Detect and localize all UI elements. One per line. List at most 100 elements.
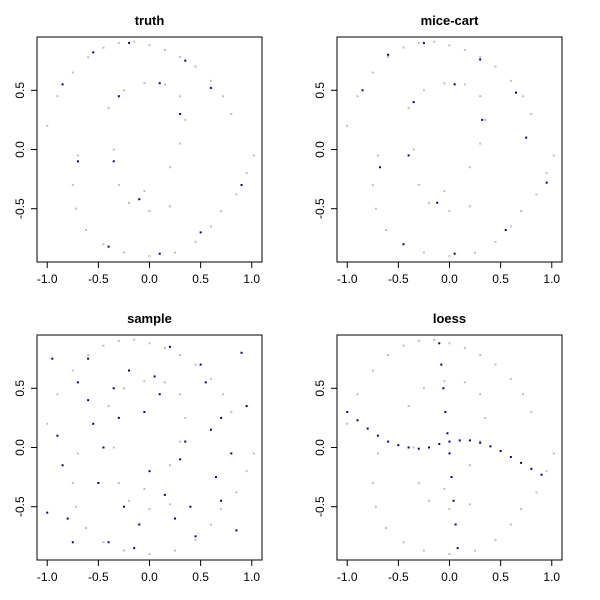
imputed-point bbox=[128, 369, 131, 372]
x-tick-label: 0.0 bbox=[441, 570, 458, 584]
imputed-point bbox=[214, 476, 217, 479]
observed-point bbox=[220, 210, 223, 213]
observed-point bbox=[194, 538, 197, 541]
series-observed bbox=[346, 40, 555, 258]
imputed-point bbox=[117, 95, 120, 98]
observed-point bbox=[494, 240, 497, 243]
observed-point bbox=[371, 369, 374, 372]
observed-point bbox=[71, 369, 74, 372]
observed-point bbox=[148, 508, 151, 511]
observed-point bbox=[230, 410, 233, 413]
observed-point bbox=[117, 482, 120, 485]
observed-point bbox=[371, 482, 374, 485]
observed-point bbox=[71, 482, 74, 485]
observed-point bbox=[346, 124, 349, 127]
x-tick-label: 1.0 bbox=[543, 272, 560, 286]
imputed-point bbox=[122, 505, 125, 508]
x-tick-label: 0.5 bbox=[492, 272, 509, 286]
observed-point bbox=[87, 56, 90, 59]
observed-point bbox=[474, 549, 477, 552]
panel-title: mice-cart bbox=[421, 13, 479, 28]
plot-frame bbox=[36, 334, 263, 561]
imputed-point bbox=[174, 517, 177, 520]
imputed-point bbox=[458, 439, 461, 442]
imputed-point bbox=[235, 529, 238, 532]
imputed-point bbox=[361, 89, 364, 92]
observed-point bbox=[474, 251, 477, 254]
observed-point bbox=[222, 393, 225, 396]
x-tick-label: 1.0 bbox=[243, 272, 260, 286]
imputed-point bbox=[438, 342, 441, 345]
observed-point bbox=[463, 83, 466, 86]
observed-point bbox=[448, 342, 451, 345]
observed-point bbox=[402, 541, 405, 544]
observed-point bbox=[85, 527, 88, 530]
imputed-point bbox=[148, 470, 151, 473]
panel-sample: sample -1.0 -0.5 0.0 0.5 1.0 -0.5 0.0 0.5 bbox=[13, 311, 263, 584]
observed-point bbox=[448, 210, 451, 213]
observed-point bbox=[494, 363, 497, 366]
observed-point bbox=[174, 549, 177, 552]
plot-frame bbox=[36, 36, 263, 263]
panel-truth: truth -1.0 -0.5 0.0 0.5 1.0 -0.5 0.0 0.5 bbox=[13, 13, 263, 286]
observed-point bbox=[494, 538, 497, 541]
imputed-point bbox=[92, 51, 95, 54]
panel-title: truth bbox=[135, 13, 165, 28]
imputed-point bbox=[444, 410, 447, 413]
observed-point bbox=[346, 422, 349, 425]
observed-point bbox=[479, 440, 482, 443]
imputed-point bbox=[220, 499, 223, 502]
x-tick-label: -0.5 bbox=[388, 570, 409, 584]
observed-point bbox=[520, 508, 523, 511]
observed-point bbox=[102, 243, 105, 246]
observed-point bbox=[407, 107, 410, 110]
imputed-point bbox=[220, 416, 223, 419]
x-tick-label: -0.5 bbox=[388, 272, 409, 286]
observed-point bbox=[520, 210, 523, 213]
imputed-point bbox=[453, 83, 456, 86]
observed-point bbox=[535, 491, 538, 494]
imputed-point bbox=[397, 444, 400, 447]
observed-point bbox=[509, 225, 512, 228]
y-tick-label: 0.0 bbox=[313, 141, 327, 158]
observed-point bbox=[133, 338, 136, 341]
observed-point bbox=[87, 354, 90, 357]
imputed-point bbox=[453, 252, 456, 255]
observed-point bbox=[74, 505, 77, 508]
observed-point bbox=[422, 89, 425, 92]
observed-point bbox=[479, 142, 482, 145]
imputed-point bbox=[168, 345, 171, 348]
observed-point bbox=[117, 184, 120, 187]
observed-point bbox=[371, 71, 374, 74]
imputed-point bbox=[489, 445, 492, 448]
imputed-point bbox=[240, 351, 243, 354]
imputed-point bbox=[417, 447, 420, 450]
imputed-point bbox=[61, 83, 64, 86]
series-observed bbox=[346, 338, 555, 556]
observed-point bbox=[209, 79, 212, 82]
observed-point bbox=[448, 255, 451, 258]
observed-point bbox=[463, 347, 466, 350]
observed-point bbox=[143, 189, 146, 192]
observed-point bbox=[545, 470, 548, 473]
imputed-point bbox=[61, 464, 64, 467]
observed-point bbox=[184, 118, 187, 121]
observed-point bbox=[74, 207, 77, 210]
imputed-point bbox=[158, 393, 161, 396]
imputed-point bbox=[209, 428, 212, 431]
panel-title: loess bbox=[433, 311, 466, 326]
observed-point bbox=[385, 527, 388, 530]
observed-point bbox=[143, 82, 146, 85]
observed-point bbox=[56, 95, 59, 98]
imputed-point bbox=[376, 434, 379, 437]
observed-point bbox=[148, 44, 151, 47]
observed-point bbox=[407, 405, 410, 408]
x-tick-label: 1.0 bbox=[243, 570, 260, 584]
observed-point bbox=[46, 422, 49, 425]
observed-point bbox=[463, 49, 466, 52]
y-tick-label: 0.5 bbox=[13, 380, 27, 397]
observed-point bbox=[143, 380, 146, 383]
observed-point bbox=[148, 255, 151, 258]
imputed-point bbox=[428, 446, 431, 449]
observed-point bbox=[484, 416, 487, 419]
